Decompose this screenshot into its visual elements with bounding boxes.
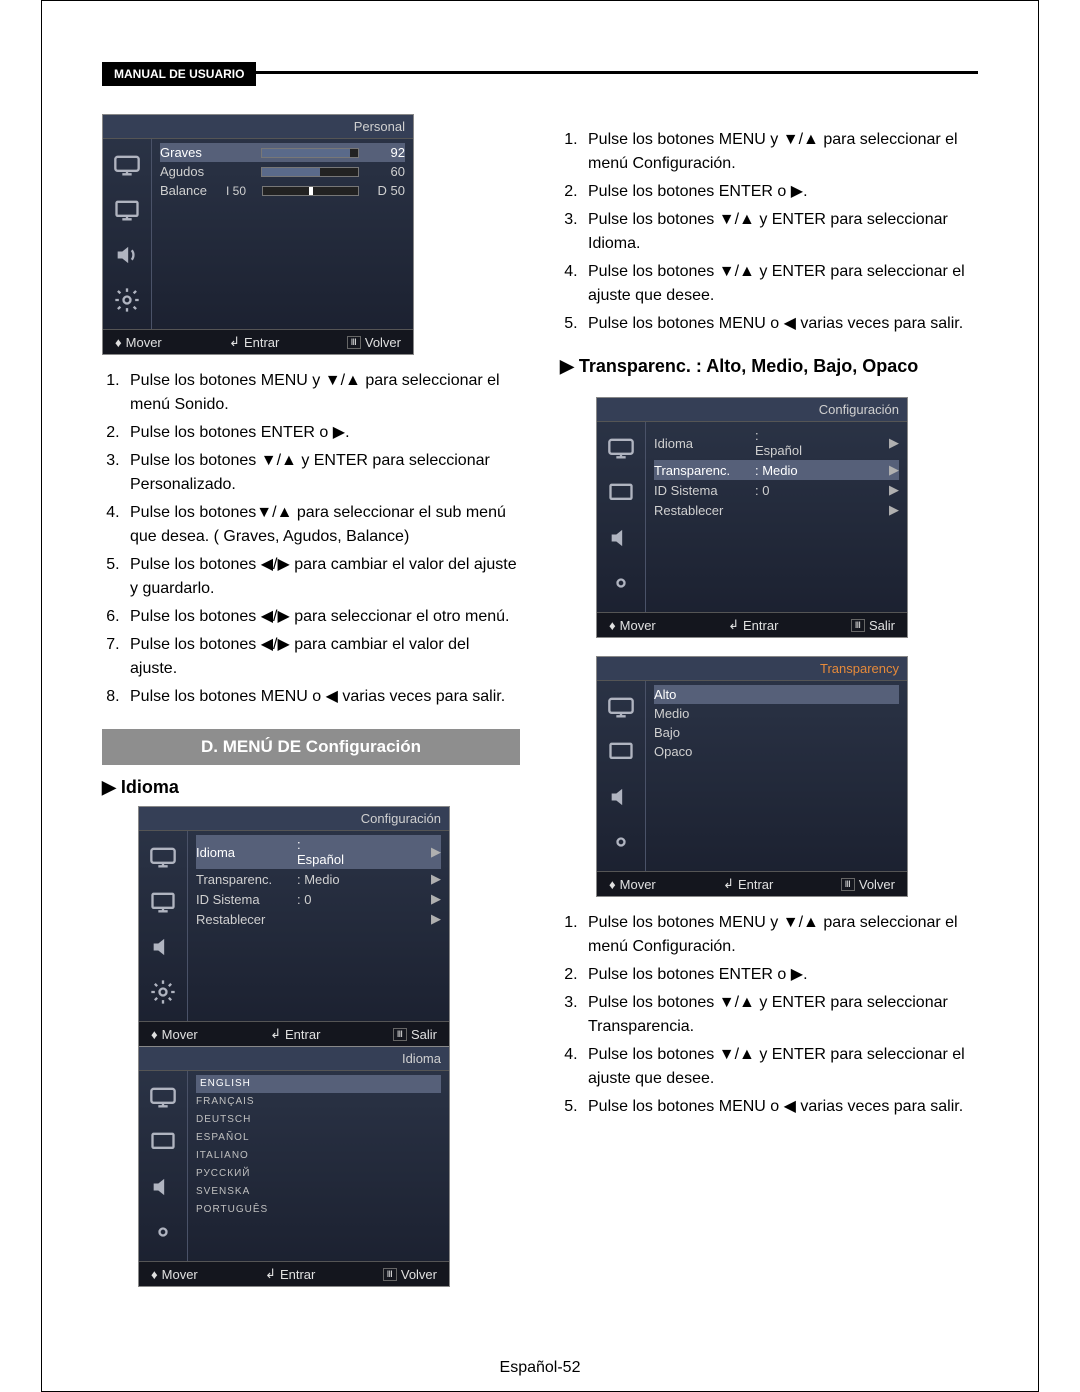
step-item: Pulse los botones ◀/▶ para cambiar el va… <box>124 633 520 681</box>
transp-option: Medio <box>654 704 899 723</box>
step-item: Pulse los botones ◀/▶ para cambiar el va… <box>124 553 520 601</box>
osd-row: ID Sistema: 0▶ <box>196 889 441 909</box>
osd-row: Idioma: Español▶ <box>654 426 899 460</box>
steps-config: Pulse los botones MENU y ▼/▲ para selecc… <box>560 128 978 336</box>
osd-row: Restablecer▶ <box>654 500 899 520</box>
step-item: Pulse los botones MENU o ◀ varias veces … <box>124 685 520 709</box>
section-d-heading: D. MENÚ DE Configuración <box>102 729 520 765</box>
step-item: Pulse los botones MENU o ◀ varias veces … <box>582 1095 978 1119</box>
screen-icon <box>109 192 145 231</box>
chevron-right-icon: ▶ <box>889 482 899 498</box>
osd-row: Transparenc.: Medio▶ <box>654 460 899 480</box>
manual-badge: MANUAL DE USUARIO <box>102 62 256 86</box>
header-rule: MANUAL DE USUARIO <box>102 71 978 74</box>
lang-option: FRANÇAIS <box>196 1093 441 1111</box>
screen-icon <box>603 734 639 773</box>
step-item: Pulse los botones ▼/▲ y ENTER para selec… <box>582 208 978 256</box>
step-item: Pulse los botones▼/▲ para seleccionar el… <box>124 501 520 549</box>
sub-idioma: ▶ Idioma <box>102 777 520 798</box>
lang-option: ESPAÑOL <box>196 1129 441 1147</box>
osd-config2: Configuración Idioma: Español▶Transparen… <box>596 397 908 638</box>
osd-content: Graves 92 Agudos 60 Balance I 50 <box>152 139 413 329</box>
gear-icon <box>145 974 181 1013</box>
right-column: Pulse los botones MENU y ▼/▲ para selecc… <box>560 114 978 1287</box>
tv-icon <box>145 1079 181 1118</box>
speaker-icon <box>109 237 145 276</box>
osd-personal: Personal Graves 92 <box>102 114 414 355</box>
step-item: Pulse los botones ▼/▲ y ENTER para selec… <box>582 1043 978 1091</box>
osd-title: Personal <box>103 115 413 139</box>
step-item: Pulse los botones MENU y ▼/▲ para selecc… <box>124 369 520 417</box>
transp-option: Alto <box>654 685 899 704</box>
gear-icon <box>603 565 639 604</box>
step-item: Pulse los botones MENU y ▼/▲ para selecc… <box>582 911 978 959</box>
speaker-icon <box>145 929 181 968</box>
step-item: Pulse los botones ENTER o ▶. <box>582 180 978 204</box>
osd-transparency: Transparency AltoMedioBajoOpaco ♦Mover ↲… <box>596 656 908 897</box>
step-item: Pulse los botones ▼/▲ y ENTER para selec… <box>124 449 520 497</box>
speaker-icon <box>603 779 639 818</box>
steps-sonido: Pulse los botones MENU y ▼/▲ para selecc… <box>102 369 520 709</box>
lang-option: РУССКИЙ <box>196 1165 441 1183</box>
osd-footer: ♦Mover ↲Entrar Ⅲ Volver <box>103 329 413 354</box>
chevron-right-icon: ▶ <box>889 462 899 478</box>
step-item: Pulse los botones MENU y ▼/▲ para selecc… <box>582 128 978 176</box>
osd-tab-icons <box>103 139 152 329</box>
osd-row: Transparenc.: Medio▶ <box>196 869 441 889</box>
chevron-right-icon: ▶ <box>431 844 441 860</box>
lang-option: PORTUGUÊS <box>196 1201 441 1219</box>
row-balance: Balance I 50 D 50 <box>160 181 405 200</box>
enter-icon: ↲ <box>229 334 240 350</box>
chevron-right-icon: ▶ <box>431 911 441 927</box>
step-item: Pulse los botones ENTER o ▶. <box>582 963 978 987</box>
row-agudos: Agudos 60 <box>160 162 405 181</box>
step-item: Pulse los botones MENU o ◀ varias veces … <box>582 312 978 336</box>
speaker-icon <box>603 520 639 559</box>
transp-option: Bajo <box>654 723 899 742</box>
chevron-right-icon: ▶ <box>431 871 441 887</box>
step-item: Pulse los botones ENTER o ▶. <box>124 421 520 445</box>
lang-option: ITALIANO <box>196 1147 441 1165</box>
osd-row: Idioma: Español▶ <box>196 835 441 869</box>
step-item: Pulse los botones ▼/▲ y ENTER para selec… <box>582 260 978 308</box>
manual-page: MANUAL DE USUARIO Personal Graves <box>41 0 1039 1392</box>
tv-icon <box>145 839 181 878</box>
left-column: Personal Graves 92 <box>102 114 520 1287</box>
osd-row: ID Sistema: 0▶ <box>654 480 899 500</box>
osd-idioma: Idioma ENGLISHFRANÇAISDEUTSCHESPAÑOLITAL… <box>138 1046 450 1287</box>
steps-transp: Pulse los botones MENU y ▼/▲ para selecc… <box>560 911 978 1119</box>
screen-icon <box>145 1124 181 1163</box>
speaker-icon <box>145 1169 181 1208</box>
chevron-right-icon: ▶ <box>889 435 899 451</box>
tv-icon <box>603 689 639 728</box>
lang-option: SVENSKA <box>196 1183 441 1201</box>
lang-option: ENGLISH <box>196 1075 441 1093</box>
osd-row: Restablecer▶ <box>196 909 441 929</box>
chevron-right-icon: ▶ <box>431 891 441 907</box>
transp-option: Opaco <box>654 742 899 761</box>
screen-icon <box>145 884 181 923</box>
gear-icon <box>109 282 145 321</box>
sub-transparenc: ▶ Transparenc. : Alto, Medio, Bajo, Opac… <box>560 356 978 377</box>
row-graves: Graves 92 <box>160 143 405 162</box>
step-item: Pulse los botones ◀/▶ para seleccionar e… <box>124 605 520 629</box>
page-number: Español-52 <box>42 1359 1038 1377</box>
updown-icon: ♦ <box>115 335 122 350</box>
tv-icon <box>603 430 639 469</box>
gear-icon <box>145 1214 181 1253</box>
osd-config: Configuración Idioma: Español▶Transparen… <box>138 806 450 1047</box>
gear-icon <box>603 824 639 863</box>
step-item: Pulse los botones ▼/▲ y ENTER para selec… <box>582 991 978 1039</box>
screen-icon <box>603 475 639 514</box>
return-icon: Ⅲ <box>347 336 361 349</box>
lang-option: DEUTSCH <box>196 1111 441 1129</box>
tv-icon <box>109 147 145 186</box>
chevron-right-icon: ▶ <box>889 502 899 518</box>
